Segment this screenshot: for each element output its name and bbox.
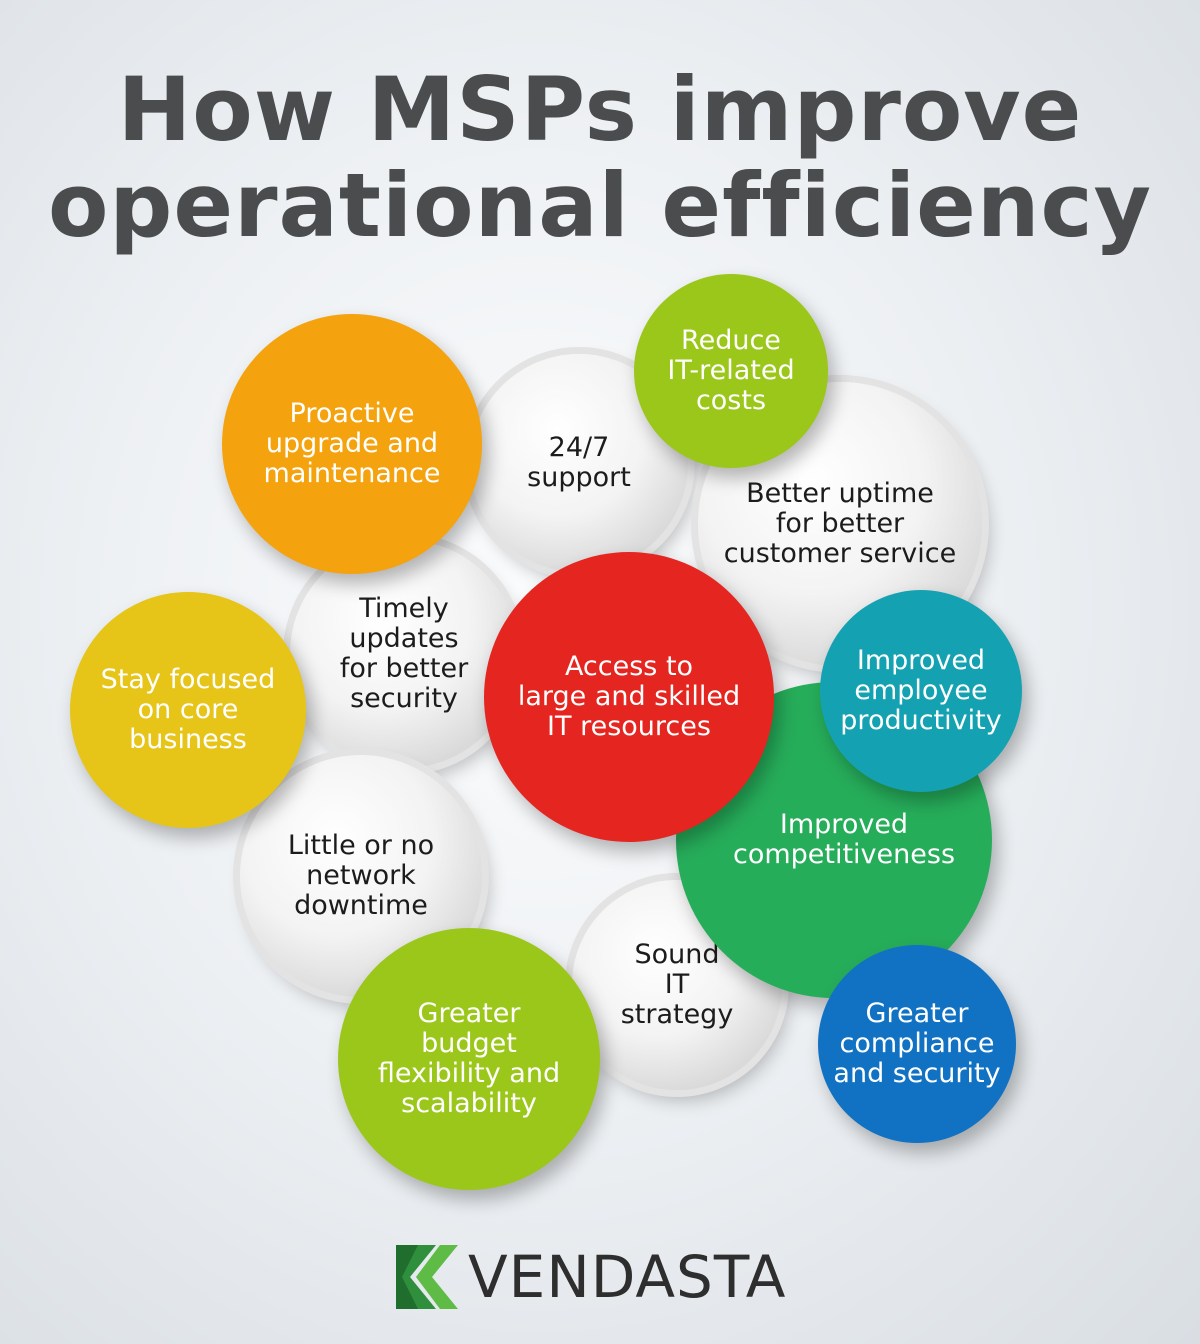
vendasta-logo-text: VENDASTA bbox=[468, 1243, 787, 1311]
circle-reduce-costs: Reduce IT-related costs bbox=[634, 274, 828, 468]
circle-label: Greater compliance and security bbox=[833, 998, 1001, 1089]
circle-access-it-resources: Access to large and skilled IT resources bbox=[484, 552, 774, 842]
vendasta-logo: VENDASTA bbox=[396, 1242, 786, 1312]
title-line-1: How MSPs improve bbox=[117, 58, 1083, 161]
circle-label: Little or no network downtime bbox=[287, 830, 435, 921]
circle-greater-compliance: Greater compliance and security bbox=[818, 945, 1016, 1143]
circle-label: Improved employee productivity bbox=[840, 645, 1002, 736]
circle-label: Timely updates for better security bbox=[339, 593, 469, 714]
circle-label: Reduce IT-related costs bbox=[667, 325, 795, 416]
vendasta-logo-icon bbox=[396, 1245, 458, 1309]
page-title: How MSPs improve operational efficiency bbox=[0, 62, 1200, 254]
circle-label: Sound IT strategy bbox=[620, 939, 734, 1030]
circle-label: Better uptime for better customer servic… bbox=[723, 478, 957, 569]
circle-label: Improved competitiveness bbox=[732, 809, 956, 870]
circle-label: 24/7 support bbox=[527, 432, 631, 493]
circle-label: Stay focused on core business bbox=[100, 664, 276, 755]
title-line-2: operational efficiency bbox=[47, 154, 1153, 257]
circle-label: Access to large and skilled IT resources bbox=[517, 651, 741, 742]
circle-greater-budget: Greater budget flexibility and scalabili… bbox=[338, 928, 600, 1190]
circle-stay-focused: Stay focused on core business bbox=[70, 592, 306, 828]
circle-timely-updates: Timely updates for better security bbox=[290, 540, 518, 768]
circle-label: Greater budget flexibility and scalabili… bbox=[377, 998, 561, 1119]
circle-proactive-upgrade: Proactive upgrade and maintenance bbox=[222, 314, 482, 574]
circle-label: Proactive upgrade and maintenance bbox=[263, 398, 441, 489]
circle-improved-productivity: Improved employee productivity bbox=[820, 590, 1022, 792]
